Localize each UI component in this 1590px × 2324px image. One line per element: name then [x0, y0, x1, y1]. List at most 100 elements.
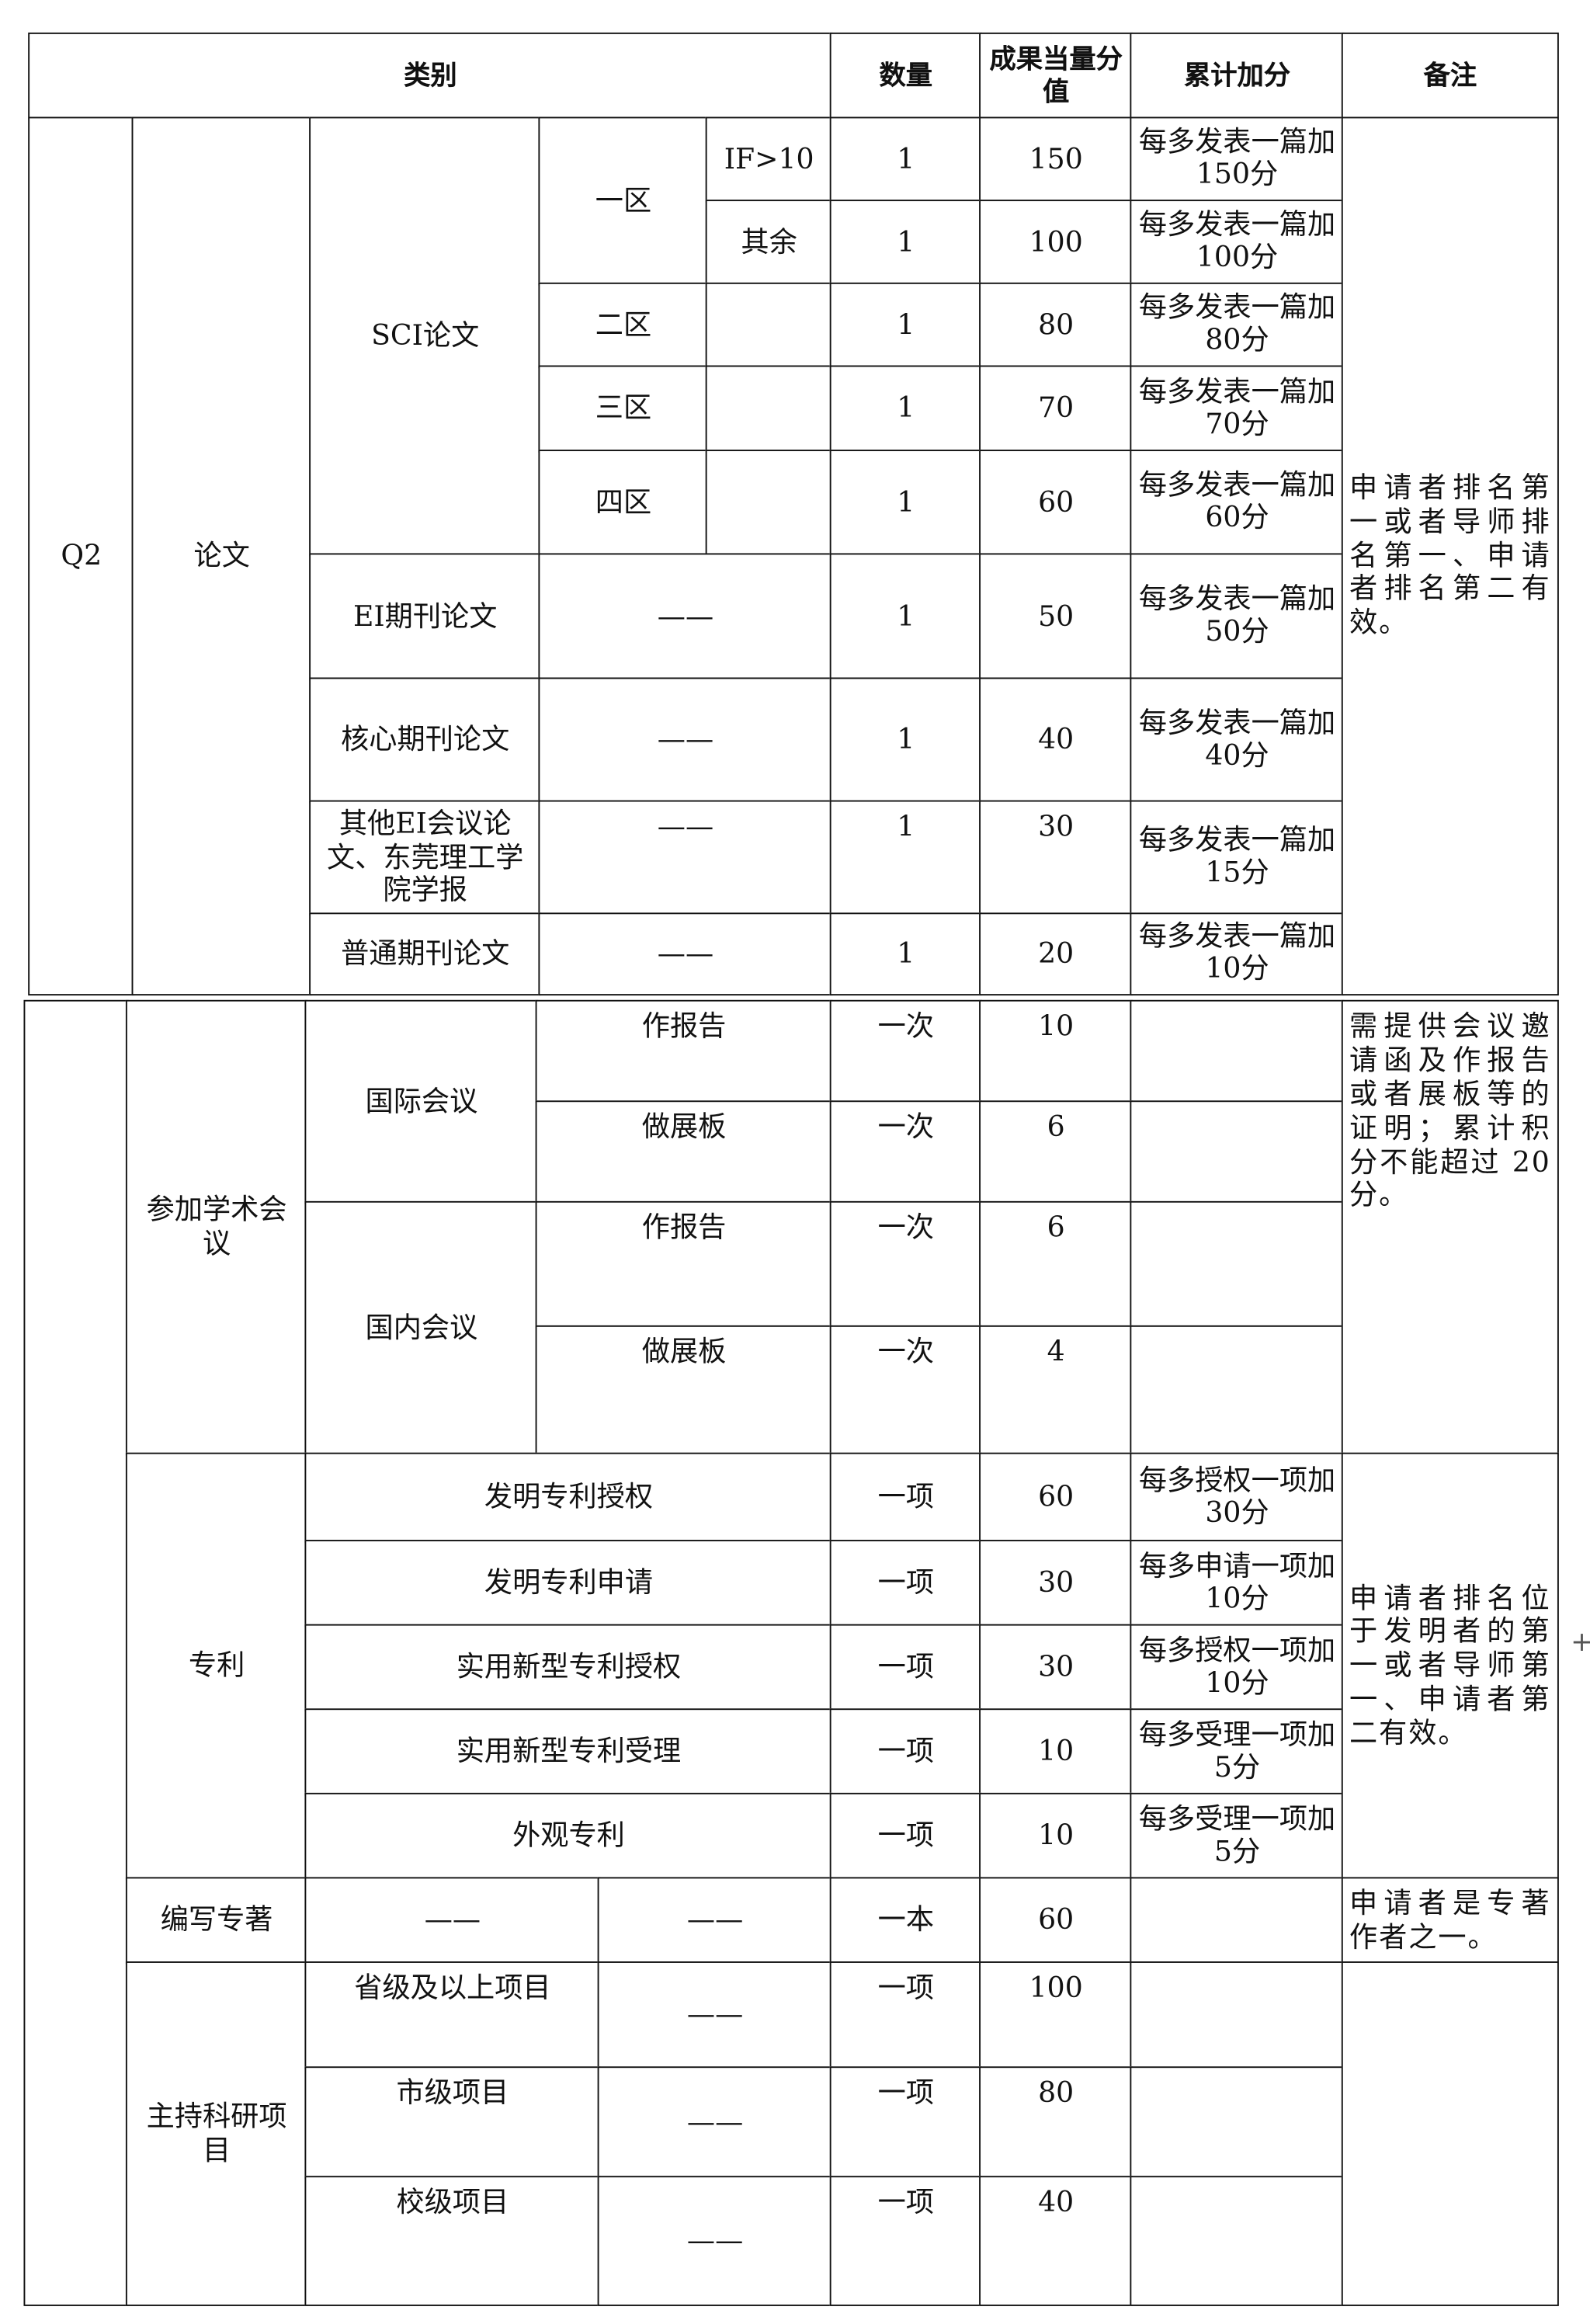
- patent-qty-text: 一项: [877, 1651, 935, 1684]
- patent-score-text: 10: [1038, 1735, 1074, 1768]
- patent-cumulative: 每多受理一项加5分: [1130, 1708, 1344, 1796]
- patent-score-text: 30: [1038, 1566, 1074, 1600]
- sci-zone1-if-text: IF>10: [724, 143, 814, 175]
- paper-cumulative: 每多发表一篇加40分: [1130, 678, 1344, 803]
- conference-qty: 一次: [830, 1000, 982, 1103]
- paper-cumulative-text: 每多发表一篇加40分: [1138, 706, 1336, 772]
- header-cumulative: 累计加分: [1130, 33, 1344, 120]
- patent-score: 60: [979, 1453, 1133, 1543]
- patent-type-text: 发明专利授权: [484, 1481, 654, 1514]
- project-sub: ——: [598, 1961, 832, 2069]
- conference-label: 参加学术会议: [126, 1000, 307, 1455]
- monograph-sub1: ——: [305, 1878, 600, 1964]
- conference-qty-text: 一次: [877, 1211, 935, 1245]
- empty-cell: [1130, 1961, 1344, 2069]
- project-type: 市级项目: [305, 2066, 600, 2179]
- project-type: 校级项目: [305, 2176, 600, 2306]
- header-score: 成果当量分值: [979, 33, 1133, 120]
- project-score: 80: [979, 2066, 1133, 2179]
- conference-type: 作报告: [536, 1201, 832, 1329]
- header-category-text: 类别: [404, 60, 457, 92]
- conference-label-text: 参加学术会议: [146, 1193, 287, 1261]
- patent-type: 实用新型专利受理: [305, 1708, 832, 1796]
- sci-zone1: 一区: [539, 117, 708, 286]
- papers-code-text: Q2: [61, 539, 102, 572]
- patent-score: 30: [979, 1540, 1133, 1627]
- monograph-label-text: 编写专著: [160, 1903, 273, 1937]
- conference-score-text: 6: [1047, 1211, 1065, 1245]
- patent-type: 发明专利申请: [305, 1540, 832, 1627]
- paper-type-text: 其他EI会议论文、东莞理工学院学报: [327, 807, 524, 908]
- sci-zone4: 四区: [539, 450, 708, 556]
- paper-type: 其他EI会议论文、东莞理工学院学报: [309, 801, 541, 915]
- patent-score: 10: [979, 1793, 1133, 1880]
- patent-qty-text: 一项: [877, 1819, 935, 1853]
- paper-score-text: 70: [1038, 392, 1074, 425]
- project-qty-text: 一项: [877, 2077, 935, 2110]
- paper-cumulative: 每多发表一篇加80分: [1130, 283, 1344, 368]
- patent-type-text: 外观专利: [512, 1819, 625, 1853]
- patent-remark: 申请者排名位于发明者的第一或者导师第一、申请者第二有效。: [1342, 1453, 1559, 1880]
- patent-cumulative: 每多授权一项加30分: [1130, 1453, 1344, 1543]
- paper-score-text: 80: [1038, 308, 1074, 342]
- monograph-remark-text: 申请者是专著作者之一。: [1349, 1887, 1551, 1954]
- project-score: 40: [979, 2176, 1133, 2306]
- paper-cumulative-text: 每多发表一篇加80分: [1138, 291, 1336, 357]
- paper-score-text: 40: [1038, 723, 1074, 756]
- paper-sub: ——: [539, 913, 832, 995]
- patent-type-text: 实用新型专利授权: [456, 1651, 682, 1684]
- conference-qty-text: 一次: [877, 1111, 935, 1145]
- conference-remark-text: 需提供会议邀请函及作报告或者展板等的证明；累计积分不能超过 20分。: [1349, 1010, 1551, 1212]
- paper-qty: 1: [830, 283, 982, 368]
- paper-qty: 1: [830, 117, 982, 203]
- paper-cumulative-text: 每多发表一篇加100分: [1138, 208, 1336, 274]
- empty-cell: [1130, 2066, 1344, 2179]
- paper-qty-text: 1: [897, 599, 915, 633]
- monograph-qty: 一本: [830, 1878, 982, 1964]
- paper-qty: 1: [830, 200, 982, 286]
- conference-type: 作报告: [536, 1000, 832, 1103]
- paper-cumulative: 每多发表一篇加150分: [1130, 117, 1344, 203]
- paper-score-text: 30: [1038, 811, 1074, 844]
- project-sub-text: ——: [686, 1998, 744, 2031]
- sci-zone1-rest: 其余: [706, 200, 832, 286]
- paper-type: 核心期刊论文: [309, 678, 541, 803]
- sci-zone1-rest-text: 其余: [741, 225, 797, 259]
- paper-type-text: 核心期刊论文: [341, 723, 510, 756]
- sci-zone3: 三区: [539, 366, 708, 453]
- patent-score: 30: [979, 1624, 1133, 1711]
- empty-cell: [706, 366, 832, 453]
- patent-type: 实用新型专利授权: [305, 1624, 832, 1711]
- paper-sub: ——: [539, 801, 832, 915]
- conference-qty: 一次: [830, 1325, 982, 1455]
- paper-cumulative-text: 每多发表一篇加70分: [1138, 375, 1336, 440]
- patent-cumulative: 每多授权一项加10分: [1130, 1624, 1344, 1711]
- sci-zone3-text: 三区: [595, 392, 652, 425]
- conference-type-text: 做展板: [641, 1336, 727, 1369]
- paper-qty: 1: [830, 678, 982, 803]
- paper-score-text: 150: [1029, 143, 1083, 175]
- project-type-text: 市级项目: [396, 2077, 509, 2110]
- paper-score: 80: [979, 283, 1133, 368]
- conference-score-text: 4: [1047, 1336, 1065, 1369]
- project-sub: ——: [598, 2066, 832, 2179]
- conference-score: 6: [979, 1101, 1133, 1204]
- conference-qty-text: 一次: [877, 1336, 935, 1369]
- patent-qty: 一项: [830, 1624, 982, 1711]
- papers-label: 论文: [132, 117, 312, 995]
- conference-qty-text: 一次: [877, 1010, 935, 1044]
- project-score-text: 40: [1038, 2187, 1074, 2220]
- paper-cumulative-text: 每多发表一篇加60分: [1138, 469, 1336, 534]
- papers-remark: 申请者排名第一或者导师排名第一、申请者排名第二有效。: [1342, 117, 1559, 995]
- monograph-score-text: 60: [1038, 1903, 1074, 1937]
- paper-cumulative: 每多发表一篇加50分: [1130, 554, 1344, 680]
- conference-score: 10: [979, 1000, 1133, 1103]
- paper-cumulative: 每多发表一篇加15分: [1130, 801, 1344, 915]
- sci-label: SCI论文: [309, 117, 541, 556]
- conference-type-text: 做展板: [641, 1111, 727, 1145]
- patent-cumulative-text: 每多受理一项加5分: [1138, 1802, 1336, 1868]
- paper-score: 70: [979, 366, 1133, 453]
- empty-cell: [706, 283, 832, 368]
- paper-qty-text: 1: [897, 811, 915, 844]
- plus-icon[interactable]: +: [1571, 1627, 1590, 1659]
